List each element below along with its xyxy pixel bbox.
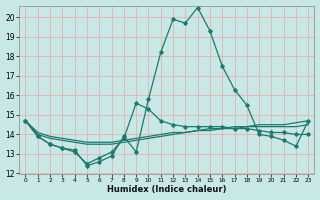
X-axis label: Humidex (Indice chaleur): Humidex (Indice chaleur) [107,185,227,194]
